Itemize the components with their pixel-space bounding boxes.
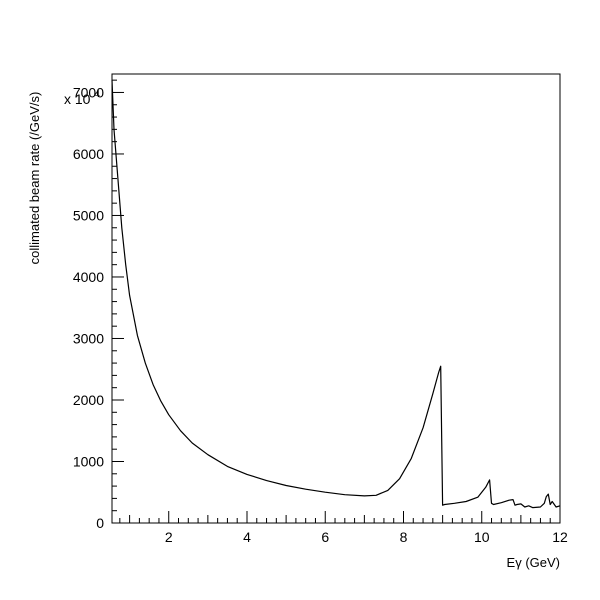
tick-labels: 2 4 6 8 10 12 0 1000 2000 3000 4000 5000 6000 7000 (73, 84, 568, 545)
y-tick-label: 6000 (73, 146, 104, 162)
x-tick-label: 12 (552, 529, 568, 545)
y-axis-label: collimated beam rate (/GeV/s) (27, 92, 42, 265)
x-tick-label: 4 (243, 529, 251, 545)
y-tick-label: 5000 (73, 207, 104, 223)
x-tick-label: 2 (165, 529, 173, 545)
y-multiplier-base: x 10 (64, 91, 91, 107)
y-tick-label: 7000 (73, 84, 104, 100)
series-line-beam-rate (111, 80, 561, 509)
x-tick-label: 10 (474, 529, 490, 545)
y-multiplier-exponent: 4 (94, 89, 100, 100)
axis-ticks (112, 79, 561, 524)
x-axis-label: Eγ (GeV) (507, 555, 560, 570)
y-multiplier: x 10 4 (64, 89, 100, 107)
y-tick-label: 3000 (73, 330, 104, 346)
y-tick-label: 0 (96, 515, 104, 531)
y-tick-label: 1000 (73, 453, 104, 469)
x-tick-label: 6 (321, 529, 329, 545)
y-tick-label: 2000 (73, 392, 104, 408)
plot-frame (111, 73, 561, 524)
y-tick-label: 4000 (73, 269, 104, 285)
x-tick-label: 8 (400, 529, 408, 545)
